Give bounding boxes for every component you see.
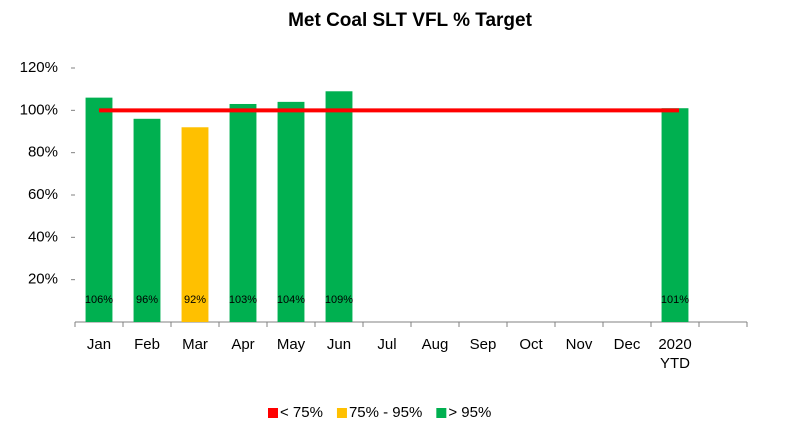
y-tick-label: 80% <box>28 144 58 161</box>
x-tick-label: May <box>277 336 306 353</box>
value-label: 101% <box>661 294 689 306</box>
y-tick-label: 120% <box>20 59 58 76</box>
y-tick-label: 20% <box>28 271 58 288</box>
value-label: 103% <box>229 294 257 306</box>
legend-swatch <box>436 408 447 418</box>
bar <box>277 101 305 322</box>
x-tick-label: 2020 YTD <box>658 336 691 372</box>
y-tick-label: 100% <box>20 101 58 118</box>
value-label: 92% <box>184 294 206 306</box>
bar <box>181 127 209 323</box>
legend-swatch <box>268 408 278 418</box>
bar <box>229 103 257 322</box>
x-tick-label: Mar <box>182 336 208 353</box>
chart-title: Met Coal SLT VFL % Target <box>288 10 533 31</box>
x-tick-label: Sep <box>470 336 497 353</box>
bar <box>133 118 161 322</box>
x-tick-label: Oct <box>519 336 543 353</box>
legend-label: > 95% <box>448 404 491 421</box>
x-tick-label: Dec <box>614 336 641 353</box>
bar <box>325 91 353 323</box>
x-tick-label: Jan <box>87 336 111 353</box>
x-tick-label: Nov <box>566 336 593 353</box>
y-tick-label: 60% <box>28 186 58 203</box>
x-tick-label: Jun <box>327 336 351 353</box>
x-tick-label: Aug <box>422 336 449 353</box>
legend-label: < 75% <box>280 404 323 421</box>
x-tick-label: Jul <box>377 336 396 353</box>
x-tick-label: Feb <box>134 336 160 353</box>
value-label: 109% <box>325 294 353 306</box>
legend-swatch <box>336 408 347 418</box>
bar <box>661 108 689 322</box>
x-tick-label: Apr <box>231 336 254 353</box>
y-tick-label: 40% <box>28 228 58 245</box>
value-label: 96% <box>136 294 158 306</box>
value-label: 106% <box>85 294 113 306</box>
value-label: 104% <box>277 294 305 306</box>
legend-label: 75% - 95% <box>349 404 422 421</box>
bar <box>85 97 113 322</box>
